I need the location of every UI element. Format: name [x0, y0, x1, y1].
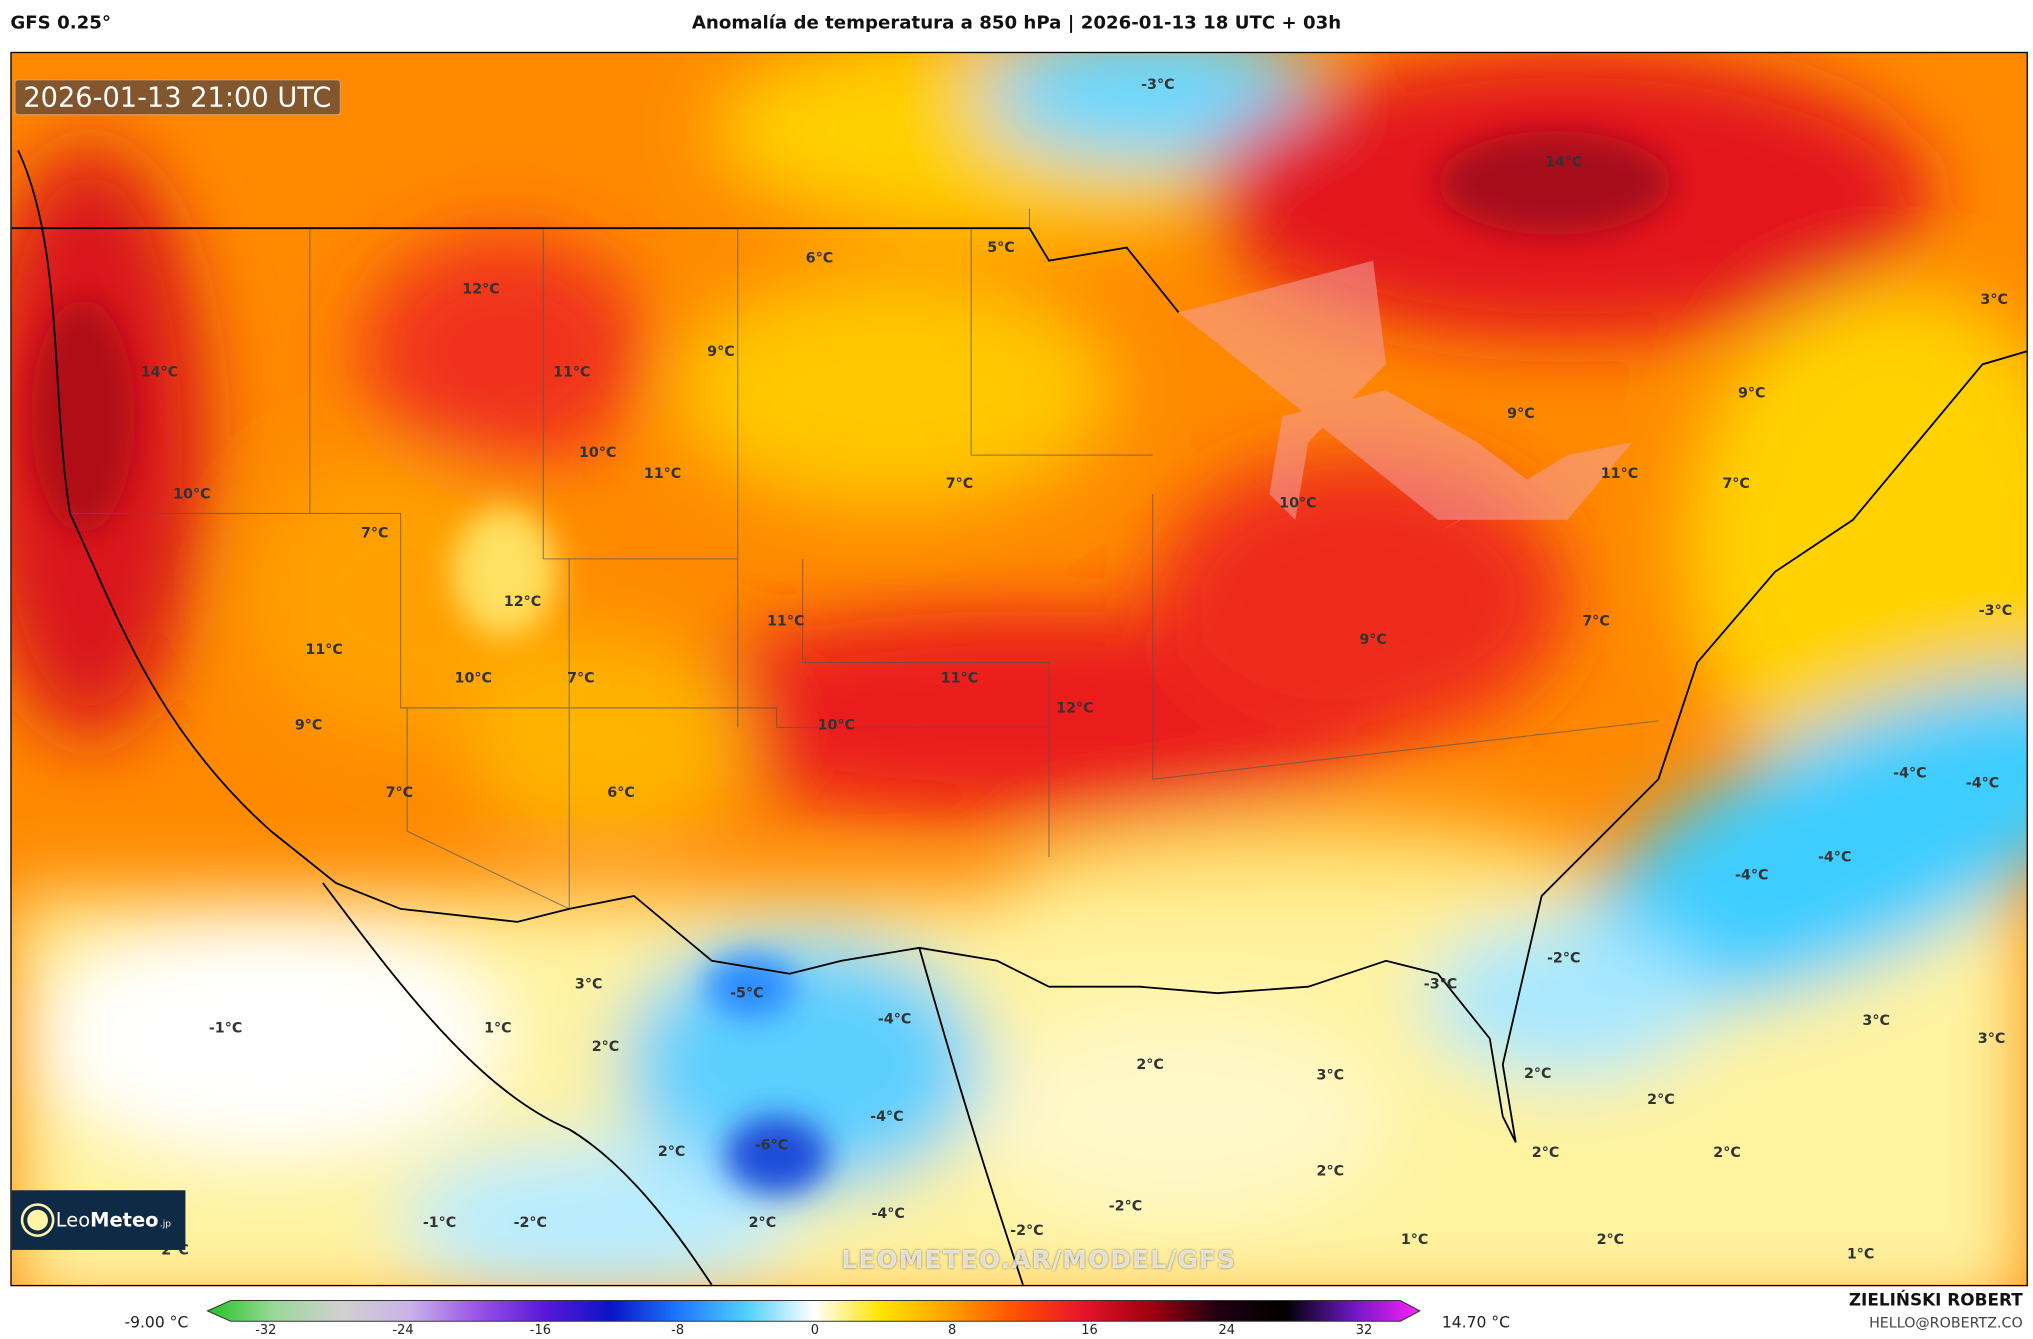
contour-label: 2°C [748, 1214, 777, 1232]
contour-label: 1°C [1400, 1231, 1429, 1248]
contour-label: 2°C [1136, 1056, 1164, 1073]
contour-label: 7°C [1582, 612, 1610, 630]
contour-label: -1°C [422, 1214, 457, 1232]
contour-label: 3°C [1316, 1066, 1345, 1084]
contour-label: 2°C [1647, 1091, 1675, 1108]
contour-label: 6°C [805, 249, 834, 267]
contour-label: -1°C [208, 1019, 243, 1037]
contour-label: 7°C [385, 783, 414, 801]
contour-label: 9°C [1737, 384, 1766, 402]
contour-label: 1°C [1846, 1245, 1875, 1263]
contour-label: 11°C [553, 363, 591, 381]
contour-label: -4°C [1893, 764, 1927, 782]
colorbar-max-label: 14.70 °C [1441, 1313, 1510, 1332]
contour-label: -5°C [730, 984, 764, 1002]
colorbar-tick: 8 [948, 1323, 957, 1339]
anomaly-field [11, 53, 2027, 1285]
contour-label: 2°C [1524, 1065, 1552, 1083]
contour-label: 2°C [1596, 1231, 1625, 1248]
author-credit: ZIELIŃSKI ROBERT [1848, 1291, 2023, 1311]
leometeo-logo: Leo Meteo .jp [11, 1190, 186, 1250]
contour-label: 2°C [1531, 1144, 1560, 1162]
contour-label: 11°C [1600, 464, 1639, 482]
sun-icon [27, 1209, 48, 1231]
contour-label: 10°C [817, 716, 856, 734]
colorbar-tick: 16 [1081, 1323, 1098, 1339]
contour-label: 9°C [1507, 405, 1535, 423]
contour-label: 2°C [1713, 1144, 1741, 1162]
contour-label: 10°C [454, 669, 492, 687]
colorbar-tick: -8 [671, 1323, 685, 1339]
contour-label: 12°C [462, 280, 500, 298]
contour-label: -2°C [1546, 949, 1581, 967]
contour-label: -2°C [1108, 1197, 1143, 1215]
contour-label: 11°C [767, 612, 805, 630]
contour-label: -4°C [1965, 774, 2000, 792]
valid-time-stamp: 2026-01-13 21:00 UTC [14, 79, 341, 116]
contour-label: 6°C [607, 783, 635, 801]
contour-label: -4°C [871, 1205, 905, 1223]
contour-label: -4°C [870, 1107, 904, 1125]
colorbar-bar [206, 1299, 1421, 1322]
contour-label: -4°C [1817, 848, 1852, 866]
contour-label: -2°C [1010, 1222, 1044, 1239]
contour-label: 7°C [1722, 475, 1750, 493]
contour-label: 7°C [567, 669, 595, 687]
author-email: HELLO@ROBERTZ.CO [1869, 1314, 2023, 1332]
contour-label: 5°C [987, 239, 1015, 257]
colorbar-tick: 24 [1218, 1323, 1236, 1339]
contour-label: 7°C [360, 524, 389, 542]
contour-label: 10°C [579, 444, 617, 461]
contour-label: 9°C [294, 716, 323, 734]
chart-title: Anomalía de temperatura a 850 hPa | 2026… [691, 12, 1342, 34]
contour-label: 11°C [643, 464, 682, 482]
contour-label: 11°C [940, 669, 979, 687]
contour-label: 12°C [1056, 699, 1094, 717]
contour-label: 3°C [1980, 291, 2008, 308]
contour-label: 12°C [503, 593, 542, 611]
colorbar-tick: -32 [255, 1323, 277, 1339]
contour-label: 14°C [140, 363, 179, 381]
contour-label: 9°C [1359, 630, 1387, 648]
contour-label: -4°C [1734, 866, 1769, 884]
contour-label: -3°C [1141, 75, 1175, 93]
contour-label: 9°C [707, 342, 735, 360]
contour-label: 3°C [1977, 1030, 2006, 1048]
contour-label: -2°C [513, 1214, 548, 1232]
colorbar-tick: 0 [810, 1323, 820, 1339]
contour-label: 7°C [945, 475, 974, 493]
contour-label: 10°C [1279, 494, 1317, 512]
colorbar-tick: 32 [1355, 1323, 1373, 1339]
contour-label: 14°C [1544, 153, 1583, 171]
colorbar-tick: -24 [392, 1323, 414, 1339]
contour-label: 1°C [484, 1019, 512, 1037]
contour-label: 2°C [1316, 1162, 1345, 1180]
contour-label: -4°C [877, 1010, 912, 1028]
contour-label: 10°C [173, 485, 211, 503]
colorbar [206, 1299, 1421, 1322]
contour-label: 3°C [1862, 1011, 1890, 1029]
model-name: GFS 0.25° [10, 12, 111, 34]
contour-label: -6°C [754, 1136, 789, 1154]
contour-label: 3°C [574, 975, 603, 993]
temperature-anomaly-map: 2026-01-13 21:00 UTC -3°C 14°C 3°C 6°C 5°C 12… [10, 51, 2028, 1287]
colorbar-min-label: -9.00 °C [124, 1313, 189, 1332]
contour-label: -3°C [1978, 602, 2013, 620]
contour-label: 11°C [305, 641, 343, 659]
contour-label: -3°C [1423, 975, 1458, 993]
watermark: LEOMETEO.AR/MODEL/GFS [841, 1246, 1237, 1275]
colorbar-tick: -16 [529, 1323, 551, 1339]
contour-label: 2°C [657, 1142, 686, 1160]
contour-label: 2°C [591, 1037, 620, 1055]
